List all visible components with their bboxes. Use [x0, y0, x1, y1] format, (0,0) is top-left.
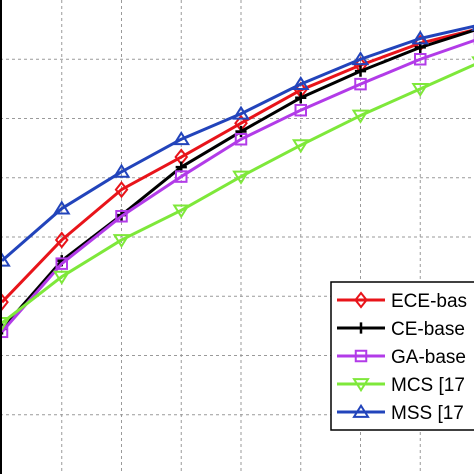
- legend-swatch-marker: [354, 349, 368, 363]
- legend-item: CE-base: [337, 319, 465, 340]
- data-point: [411, 30, 430, 45]
- legend-item: ECE-bas: [337, 291, 467, 312]
- data-point: [232, 170, 250, 185]
- data-point: [351, 51, 370, 66]
- legend-label: CE-base: [391, 319, 465, 340]
- data-point: [291, 139, 310, 154]
- data-point: [295, 92, 307, 104]
- series-4: [0, 56, 474, 332]
- legend-item: MCS [17: [337, 375, 465, 396]
- data-point: [291, 75, 310, 91]
- series-1: [0, 27, 474, 311]
- legend-label: MSS [17: [391, 403, 464, 424]
- legend-swatch-marker: [354, 291, 368, 309]
- data-point: [235, 125, 247, 138]
- data-point: [54, 231, 69, 249]
- data-point: [234, 132, 248, 146]
- data-point: [52, 200, 71, 215]
- data-point: [114, 180, 129, 199]
- series-5: [0, 24, 474, 267]
- data-point: [411, 82, 430, 98]
- legend-swatch-marker: [352, 378, 370, 393]
- series-line: [0, 28, 474, 304]
- data-point: [112, 234, 131, 249]
- legend-swatch-marker: [355, 322, 367, 334]
- data-point: [55, 257, 68, 270]
- series-line: [1, 24, 474, 262]
- data-point: [351, 109, 370, 124]
- data-point: [172, 204, 191, 219]
- data-point: [115, 210, 128, 223]
- legend-item: MSS [17: [337, 403, 464, 424]
- legend-label: GA-base: [391, 347, 466, 368]
- data-point: [175, 170, 188, 183]
- legend-swatch-marker: [352, 403, 370, 418]
- data-point: [354, 65, 367, 77]
- data-point: [52, 270, 71, 285]
- series-3: [0, 32, 474, 339]
- data-point: [112, 163, 131, 178]
- series-layer: [0, 24, 474, 339]
- series-line: [0, 39, 474, 333]
- data-point: [354, 77, 367, 91]
- legend-item: GA-base: [337, 347, 466, 368]
- data-point: [414, 53, 427, 66]
- data-point: [232, 105, 250, 120]
- data-point: [294, 103, 307, 117]
- data-point: [172, 131, 191, 146]
- series-line: [1, 63, 474, 325]
- legend-label: ECE-bas: [391, 291, 467, 312]
- legend: ECE-bas CE-base GA-base MCS [17 MSS [17: [330, 281, 474, 431]
- legend-label: MCS [17: [391, 375, 465, 396]
